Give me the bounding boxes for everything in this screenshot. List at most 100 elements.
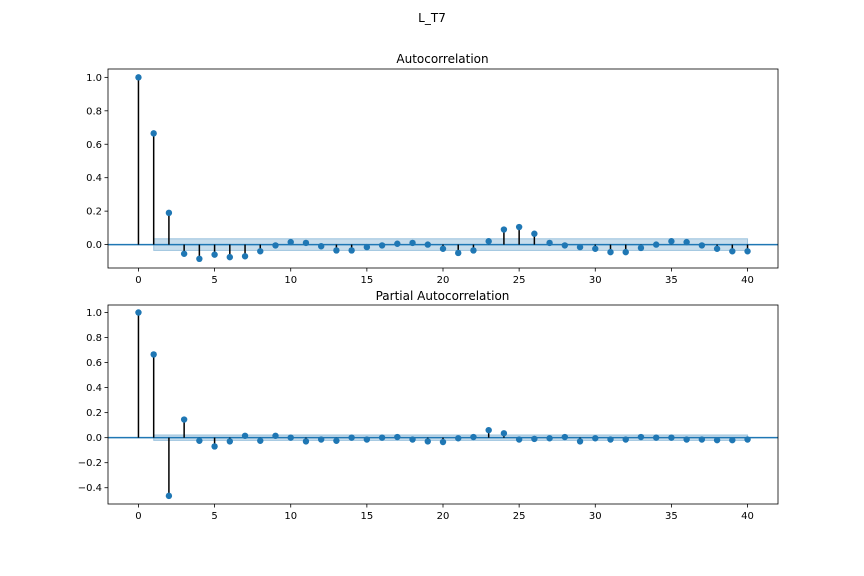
pacf-point xyxy=(515,436,523,443)
pacf-point xyxy=(546,435,553,442)
pacf-y-tick-label: 1.0 xyxy=(86,308,102,319)
acf-point xyxy=(226,253,234,261)
pacf-x-tick-label: 0 xyxy=(135,511,141,522)
pacf-point xyxy=(196,437,203,444)
pacf-x-tick-label: 15 xyxy=(360,511,373,522)
pacf-point xyxy=(302,438,310,445)
acf-point xyxy=(713,245,721,252)
pacf-point xyxy=(165,492,173,500)
pacf-point xyxy=(744,436,751,443)
pacf-point xyxy=(439,438,447,446)
acf-y-tick-label: 0.4 xyxy=(86,173,102,184)
pacf-point xyxy=(622,436,629,443)
acf-y-tick-label: 0.2 xyxy=(86,207,102,218)
pacf-point xyxy=(531,435,538,443)
pacf-y-tick-label: −0.2 xyxy=(78,458,102,469)
acf-x-tick-label: 25 xyxy=(513,275,526,286)
acf-point xyxy=(668,238,675,245)
pacf-point xyxy=(637,433,645,441)
acf-point xyxy=(439,245,447,252)
acf-point xyxy=(180,250,188,257)
acf-point xyxy=(576,243,584,251)
acf-point xyxy=(592,245,599,252)
pacf-point xyxy=(317,436,325,443)
pacf-point xyxy=(652,434,660,441)
acf-point xyxy=(150,130,157,137)
figure-title: L_T7 xyxy=(418,11,446,25)
acf-point xyxy=(317,243,325,250)
pacf-y-tick-label: 0.2 xyxy=(86,408,102,419)
acf-x-tick-label: 35 xyxy=(665,275,678,286)
pacf-point xyxy=(333,437,340,444)
acf-point xyxy=(424,241,431,248)
pacf-point xyxy=(683,436,690,443)
pacf-point xyxy=(576,438,584,445)
pacf-point xyxy=(455,435,462,442)
acf-point xyxy=(561,242,569,249)
pacf-point xyxy=(607,436,614,443)
acf-point xyxy=(165,209,173,217)
autocorrelation-plot: Autocorrelation 0 5 10 15 20 25 30 35 40 0.0 0.2 0.… xyxy=(86,52,779,286)
acf-point xyxy=(196,255,203,263)
pacf-point xyxy=(713,436,721,444)
acf-x-tick-label: 5 xyxy=(211,275,217,286)
pacf-y-tick-label: −0.4 xyxy=(78,483,102,494)
acf-point xyxy=(683,238,690,246)
pacf-point xyxy=(394,433,401,441)
pacf-x-tick-label: 5 xyxy=(211,511,217,522)
acf-x-tick-label: 15 xyxy=(360,275,373,286)
acf-point xyxy=(652,241,660,248)
acf-point xyxy=(607,248,614,256)
pacf-x-tick-label: 20 xyxy=(437,511,450,522)
acf-x-tick-label: 10 xyxy=(284,275,297,286)
acf-point xyxy=(363,243,371,251)
pacf-x-tick-label: 30 xyxy=(589,511,602,522)
pacf-y-tick-label: 0.8 xyxy=(86,333,102,344)
pacf-x-tick-label: 10 xyxy=(284,511,297,522)
acf-point xyxy=(485,238,492,245)
pacf-point xyxy=(592,435,599,442)
acf-point xyxy=(622,248,629,256)
acf-point xyxy=(637,244,645,252)
acf-point xyxy=(455,249,462,257)
acf-point xyxy=(698,242,706,249)
acf-point xyxy=(378,242,386,249)
pacf-x-tick-label: 35 xyxy=(665,511,678,522)
pacf-point xyxy=(668,434,675,441)
acf-point xyxy=(394,240,401,247)
pacf-point xyxy=(272,432,279,439)
acf-point xyxy=(531,230,538,237)
acf-x-tick-label: 30 xyxy=(589,275,602,286)
pacf-point xyxy=(180,416,188,423)
acf-point xyxy=(333,247,340,254)
acf-point xyxy=(257,248,264,255)
acf-point xyxy=(348,247,355,254)
acf-point xyxy=(287,238,294,246)
pacf-y-tick-label: 0.4 xyxy=(86,383,102,394)
acf-x-tick-label: 20 xyxy=(437,275,450,286)
acf-y-tick-label: 0.0 xyxy=(86,240,102,251)
autocorrelation-title: Autocorrelation xyxy=(396,52,488,66)
partial-autocorrelation-title: Partial Autocorrelation xyxy=(376,289,510,303)
pacf-point xyxy=(150,351,157,358)
pacf-point xyxy=(698,436,706,443)
acf-point xyxy=(135,74,142,81)
pacf-point xyxy=(363,436,371,443)
pacf-x-tick-label: 25 xyxy=(513,511,526,522)
pacf-point xyxy=(500,430,508,437)
acf-y-tick-label: 1.0 xyxy=(86,73,102,84)
acf-point xyxy=(272,242,279,249)
pacf-point xyxy=(287,434,294,441)
pacf-point xyxy=(409,436,416,443)
acf-y-tick-label: 0.6 xyxy=(86,140,102,151)
pacf-y-tick-label: 0.0 xyxy=(86,433,102,444)
acf-point xyxy=(409,239,416,247)
pacf-x-tick-label: 40 xyxy=(741,511,754,522)
acf-point xyxy=(744,248,751,255)
acf-point xyxy=(241,253,249,260)
acf-point xyxy=(470,247,477,254)
acf-x-tick-label: 0 xyxy=(135,275,141,286)
pacf-y-tick-label: 0.6 xyxy=(86,358,102,369)
